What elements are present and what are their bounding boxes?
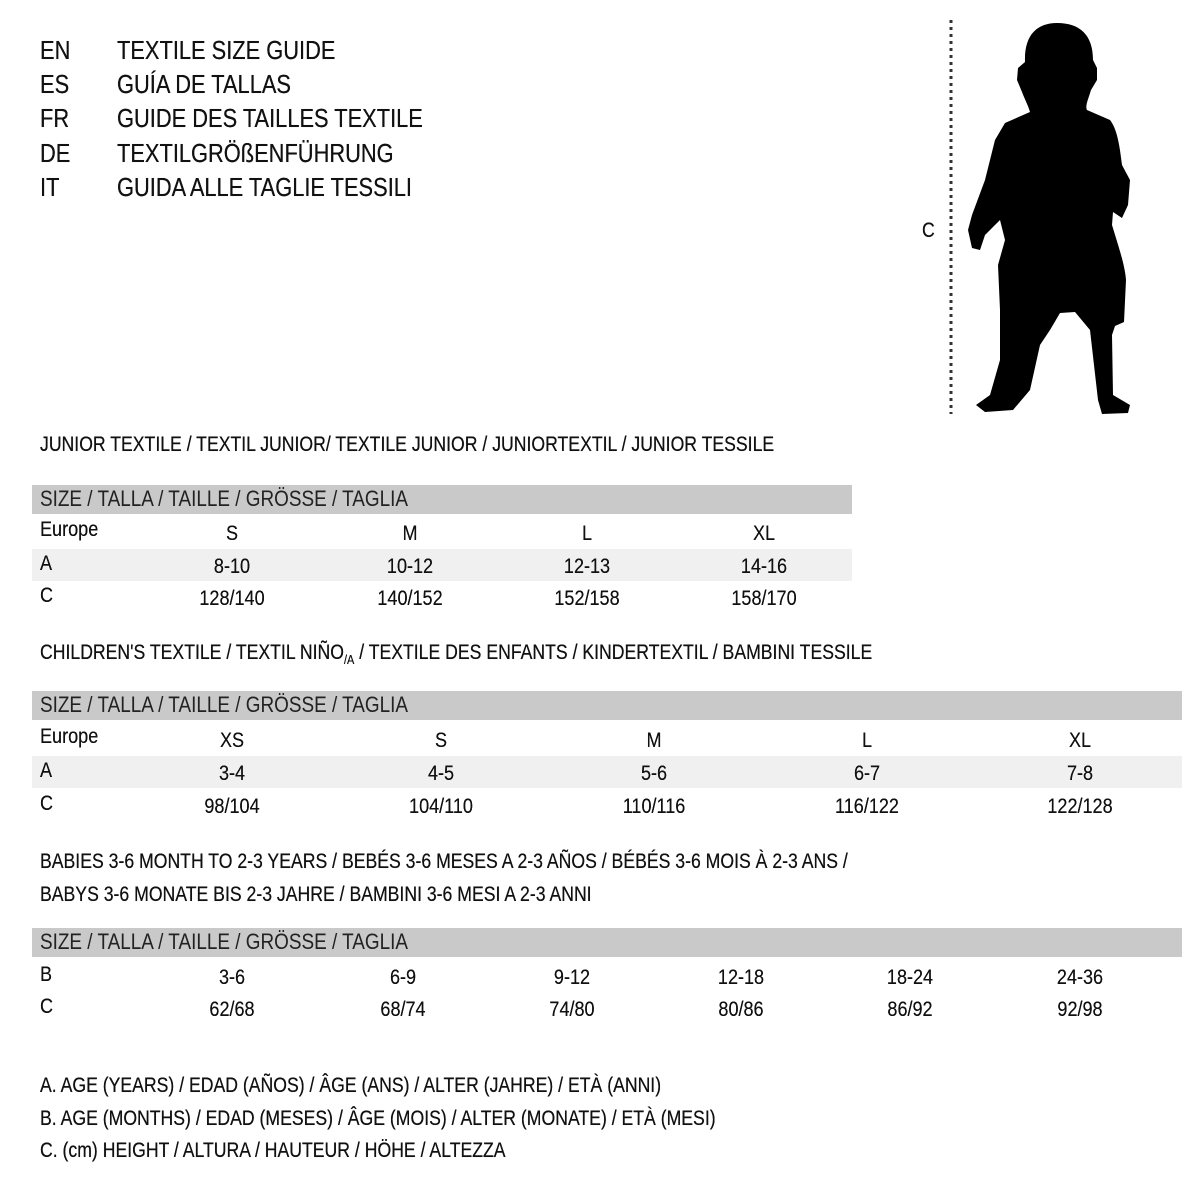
table-cell: 24-36 <box>1056 966 1104 989</box>
table-cell: M <box>646 729 662 752</box>
table-row: A 8-10 10-12 12-13 14-16 <box>32 549 852 581</box>
table-row: Europe XS S M L XL <box>32 722 1182 754</box>
table-cell: 12-13 <box>563 555 611 578</box>
lang-code: FR <box>40 103 70 133</box>
table-cell: 86/92 <box>887 998 933 1021</box>
table-cell: 98/104 <box>204 795 260 818</box>
table-cell: 128/140 <box>199 587 265 610</box>
table-cell: 92/98 <box>1057 998 1103 1021</box>
table-cell: 3-4 <box>218 762 246 785</box>
table-row: C 98/104 104/110 110/116 116/122 122/128 <box>32 789 1182 821</box>
table-cell: 7-8 <box>1066 762 1094 785</box>
table-cell: 6-9 <box>389 966 417 989</box>
row-label: Europe <box>40 725 99 748</box>
junior-section-title: JUNIOR TEXTILE / TEXTIL JUNIOR/ TEXTILE … <box>40 433 775 456</box>
table-row: C 62/68 68/74 74/80 80/86 86/92 92/98 <box>32 992 1182 1024</box>
table-cell: 80/86 <box>718 998 764 1021</box>
table-cell: 10-12 <box>386 555 434 578</box>
table-cell: L <box>861 729 873 752</box>
lang-code: DE <box>40 138 71 168</box>
table-cell: XS <box>219 729 245 752</box>
table-cell: 18-24 <box>886 966 934 989</box>
table-cell: 104/110 <box>409 795 473 818</box>
table-cell: 6-7 <box>853 762 881 785</box>
table-cell: 122/128 <box>1047 795 1113 818</box>
table-row: Europe S M L XL <box>32 515 852 547</box>
size-header-label: SIZE / TALLA / TAILLE / GRÖSSE / TAGLIA <box>40 929 409 954</box>
legend-item: A. AGE (YEARS) / EDAD (AÑOS) / ÂGE (ANS)… <box>40 1074 662 1097</box>
table-cell: 14-16 <box>740 555 788 578</box>
lang-title: GUIDE DES TAILLES TEXTILE <box>117 103 423 133</box>
table-cell: 74/80 <box>549 998 595 1021</box>
child-silhouette-icon <box>968 23 1130 414</box>
lang-code: ES <box>40 69 70 99</box>
lang-title: GUÍA DE TALLAS <box>117 69 291 99</box>
table-cell: 116/122 <box>835 795 899 818</box>
size-header-label: SIZE / TALLA / TAILLE / GRÖSSE / TAGLIA <box>40 692 409 717</box>
legend-item: C. (cm) HEIGHT / ALTURA / HAUTEUR / HÖHE… <box>40 1139 506 1162</box>
table-cell: 9-12 <box>553 966 591 989</box>
lang-code: IT <box>40 172 60 202</box>
child-silhouette-figure <box>949 20 1130 414</box>
table-cell: 158/170 <box>731 587 797 610</box>
table-cell: 140/152 <box>377 587 443 610</box>
size-header-band: SIZE / TALLA / TAILLE / GRÖSSE / TAGLIA <box>32 485 852 514</box>
size-header-label: SIZE / TALLA / TAILLE / GRÖSSE / TAGLIA <box>40 486 409 511</box>
table-cell: XL <box>752 522 776 545</box>
table-cell: M <box>402 522 418 545</box>
lang-code: EN <box>40 35 71 65</box>
row-label: A <box>40 552 53 575</box>
size-header-band: SIZE / TALLA / TAILLE / GRÖSSE / TAGLIA <box>32 928 1182 957</box>
table-cell: 8-10 <box>213 555 251 578</box>
babies-section-title-line2: BABYS 3-6 MONATE BIS 2-3 JAHRE / BAMBINI… <box>40 883 592 906</box>
table-cell: 3-6 <box>218 966 246 989</box>
row-label: C <box>40 584 54 607</box>
row-label: B <box>40 963 53 986</box>
children-section-title: CHILDREN'S TEXTILE / TEXTIL NIÑO/A / TEX… <box>40 641 873 667</box>
table-cell: S <box>434 729 448 752</box>
row-label: A <box>40 759 53 782</box>
table-cell: 12-18 <box>717 966 765 989</box>
table-cell: 68/74 <box>380 998 426 1021</box>
table-cell: S <box>225 522 239 545</box>
table-cell: L <box>581 522 593 545</box>
row-label: C <box>40 995 54 1018</box>
table-cell: 62/68 <box>209 998 255 1021</box>
table-row: C 128/140 140/152 152/158 158/170 <box>32 581 852 613</box>
table-cell: 4-5 <box>427 762 455 785</box>
size-header-band: SIZE / TALLA / TAILLE / GRÖSSE / TAGLIA <box>32 691 1182 720</box>
row-label: Europe <box>40 518 99 541</box>
lang-title: TEXTILE SIZE GUIDE <box>117 35 336 65</box>
table-cell: 5-6 <box>640 762 668 785</box>
table-cell: 110/116 <box>622 795 686 818</box>
babies-section-title: BABIES 3-6 MONTH TO 2-3 YEARS / BEBÉS 3-… <box>40 850 848 873</box>
table-cell: 152/158 <box>554 587 620 610</box>
legend-item: B. AGE (MONTHS) / EDAD (MESES) / ÂGE (MO… <box>40 1107 716 1130</box>
lang-title: GUIDA ALLE TAGLIE TESSILI <box>117 172 412 202</box>
table-cell: XL <box>1068 729 1092 752</box>
row-label: C <box>40 792 54 815</box>
table-row: A 3-4 4-5 5-6 6-7 7-8 <box>32 756 1182 788</box>
lang-title: TEXTILGRÖßENFÜHRUNG <box>117 138 394 168</box>
table-row: B 3-6 6-9 9-12 12-18 18-24 24-36 <box>32 960 1182 992</box>
height-label: C <box>922 219 935 242</box>
